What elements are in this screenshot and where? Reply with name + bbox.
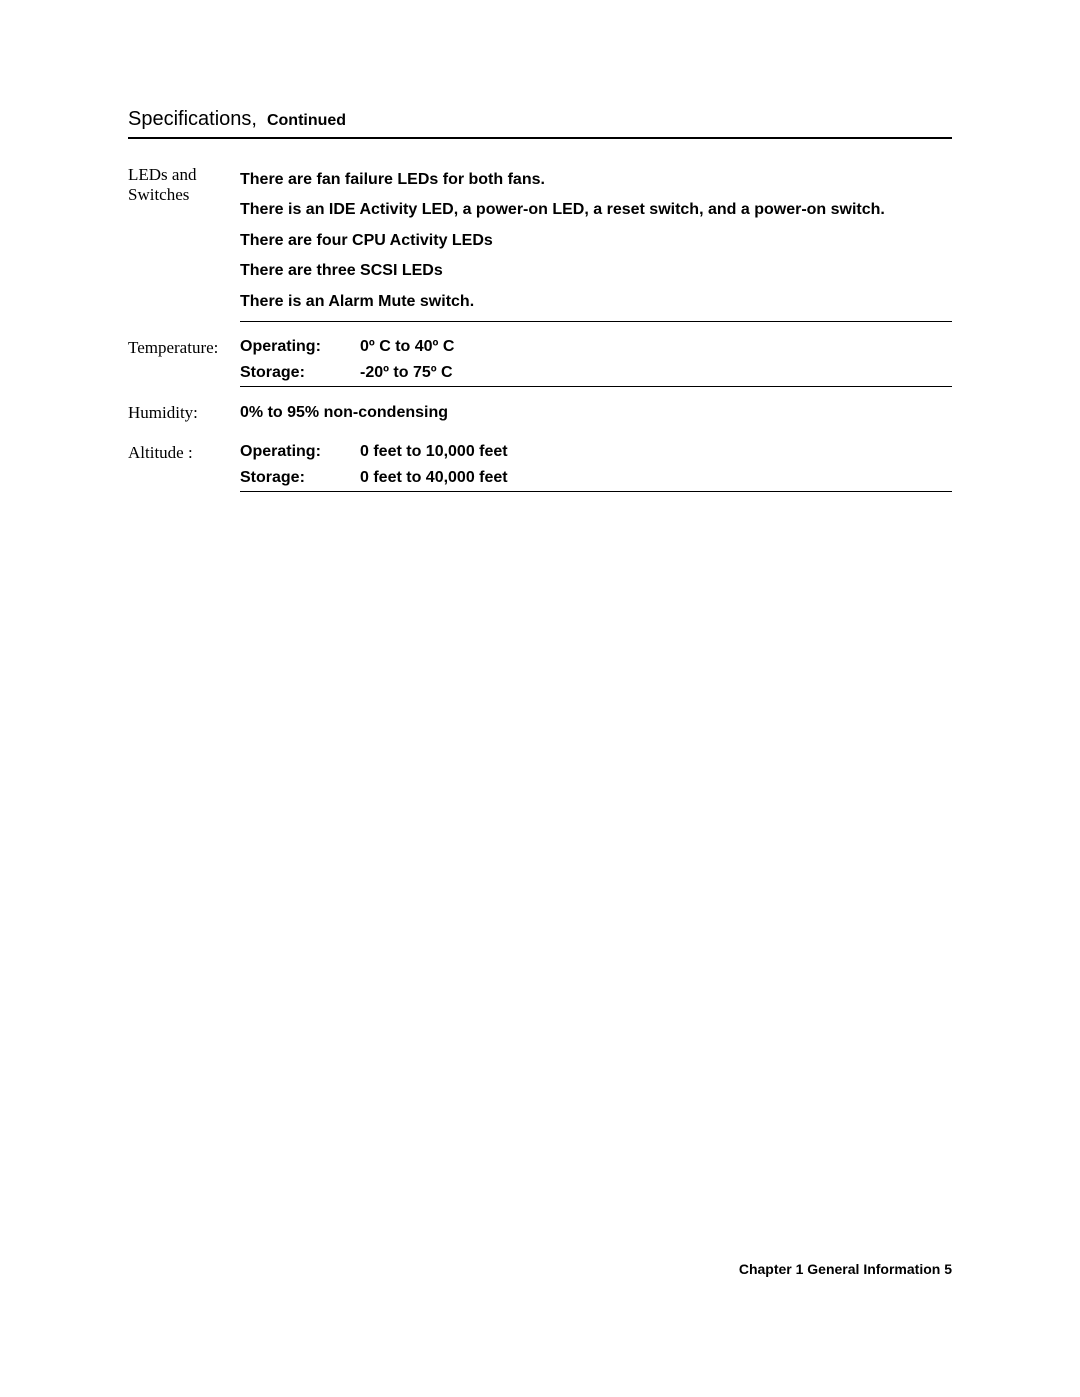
- header-main: Specifications,: [128, 108, 257, 131]
- altitude-operating-value: 0 feet to 10,000 feet: [360, 443, 508, 461]
- altitude-label: Altitude :: [128, 443, 240, 463]
- leds-line-1: There is an IDE Activity LED, a power-on…: [240, 195, 952, 225]
- separator-2: [240, 386, 952, 387]
- header-continued: Continued: [267, 112, 346, 130]
- temperature-operating-row: Operating: 0º C to 40º C: [240, 338, 952, 356]
- temperature-operating-value: 0º C to 40º C: [360, 338, 454, 356]
- leds-line-3: There are three SCSI LEDs: [240, 256, 952, 286]
- temperature-storage-row: Storage: -20º to 75º C: [240, 364, 952, 382]
- humidity-values: 0% to 95% non-condensing: [240, 403, 952, 422]
- temperature-storage-label: Storage:: [240, 364, 360, 382]
- altitude-storage-value: 0 feet to 40,000 feet: [360, 469, 508, 487]
- temperature-label: Temperature:: [128, 338, 240, 358]
- leds-switches-values: There are fan failure LEDs for both fans…: [240, 165, 952, 317]
- section-temperature: Temperature: Operating: 0º C to 40º C St…: [128, 338, 952, 382]
- leds-line-4: There is an Alarm Mute switch.: [240, 287, 952, 317]
- separator-1: [240, 321, 952, 322]
- altitude-operating-row: Operating: 0 feet to 10,000 feet: [240, 443, 952, 461]
- temperature-values: Operating: 0º C to 40º C Storage: -20º t…: [240, 338, 952, 382]
- altitude-storage-label: Storage:: [240, 469, 360, 487]
- page-header: Specifications, Continued: [128, 108, 952, 139]
- leds-line-0: There are fan failure LEDs for both fans…: [240, 165, 952, 195]
- humidity-label: Humidity:: [128, 403, 240, 423]
- section-humidity: Humidity: 0% to 95% non-condensing: [128, 403, 952, 423]
- section-leds-switches: LEDs and Switches There are fan failure …: [128, 165, 952, 317]
- altitude-values: Operating: 0 feet to 10,000 feet Storage…: [240, 443, 952, 487]
- section-altitude: Altitude : Operating: 0 feet to 10,000 f…: [128, 443, 952, 487]
- humidity-value: 0% to 95% non-condensing: [240, 403, 952, 422]
- altitude-operating-label: Operating:: [240, 443, 360, 461]
- temperature-operating-label: Operating:: [240, 338, 360, 356]
- altitude-storage-row: Storage: 0 feet to 40,000 feet: [240, 469, 952, 487]
- leds-switches-label: LEDs and Switches: [128, 165, 240, 205]
- separator-3: [240, 491, 952, 492]
- temperature-storage-value: -20º to 75º C: [360, 364, 453, 382]
- page-footer: Chapter 1 General Information 5: [739, 1261, 952, 1277]
- leds-line-2: There are four CPU Activity LEDs: [240, 226, 952, 256]
